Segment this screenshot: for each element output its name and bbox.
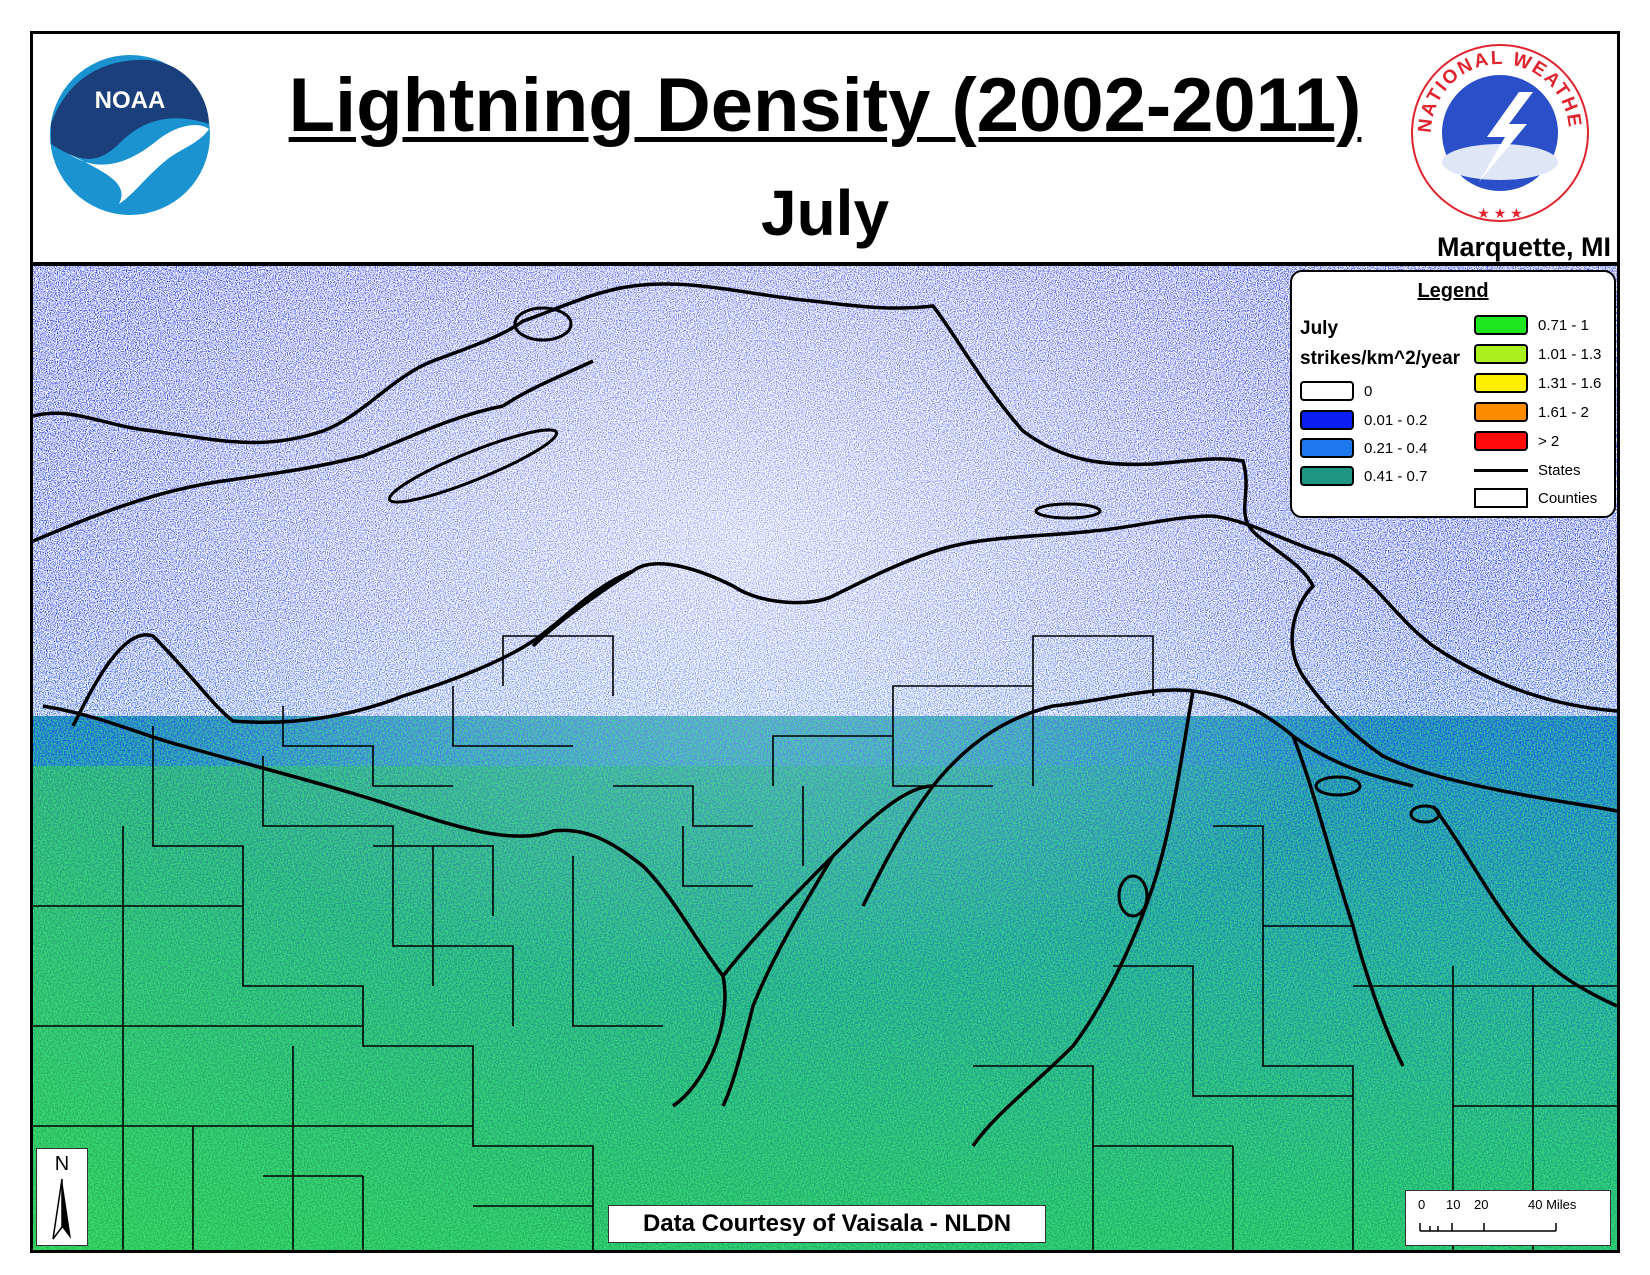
legend-class-5: 1.01 - 1.3 (1474, 343, 1601, 365)
legend-counties: Counties (1474, 487, 1597, 509)
scale-tick-10: 10 (1446, 1197, 1461, 1212)
legend-swatch (1300, 466, 1354, 486)
legend-swatch (1300, 381, 1354, 401)
legend-swatch (1300, 438, 1354, 458)
legend-label: 0.21 - 0.4 (1364, 439, 1428, 457)
scale-bar: 0 10 20 40 Miles (1405, 1190, 1611, 1246)
north-arrow-icon (52, 1178, 71, 1240)
legend-label: > 2 (1538, 432, 1560, 450)
header: NOAA Lightning Density (2002-2011) July … (33, 34, 1617, 266)
scale-tick-0: 0 (1418, 1197, 1426, 1212)
legend-line-swatch (1474, 468, 1528, 472)
legend-class-6: 1.31 - 1.6 (1474, 372, 1601, 394)
legend-swatch (1474, 431, 1528, 451)
state-boundaries (33, 282, 1617, 1147)
legend-class-7: 1.61 - 2 (1474, 401, 1589, 423)
scale-tick-40: 40 Miles (1528, 1197, 1577, 1212)
legend-period: July (1300, 318, 1339, 339)
legend-title: Legend (1417, 280, 1489, 302)
legend-label: 1.61 - 2 (1538, 403, 1589, 421)
legend-states: States (1474, 459, 1581, 481)
map-frame: NOAA Lightning Density (2002-2011) July … (30, 31, 1620, 1253)
county-boundaries (33, 635, 1617, 1250)
legend-label: 0.71 - 1 (1538, 316, 1589, 334)
legend-label: 0.01 - 0.2 (1364, 411, 1428, 429)
nws-logo: NATIONAL WEATHER SERVICE ★ ★ ★ (1409, 42, 1589, 222)
legend-class-4: 0.71 - 1 (1474, 314, 1589, 336)
data-credit: Data Courtesy of Vaisala - NLDN (608, 1205, 1046, 1243)
svg-text:★ ★ ★: ★ ★ ★ (1477, 205, 1522, 221)
noaa-logo: NOAA (50, 55, 210, 215)
islands (387, 306, 1441, 918)
scale-tick-20: 20 (1474, 1197, 1489, 1212)
legend-box-swatch (1474, 488, 1528, 508)
legend-label: 1.31 - 1.6 (1538, 374, 1602, 392)
legend-class-3: 0.41 - 0.7 (1300, 465, 1427, 487)
page-title: Lightning Density (2002-2011) (288, 63, 1362, 148)
legend-swatch (1474, 315, 1528, 335)
page-subtitle: July (760, 177, 890, 249)
legend-unit: strikes/km^2/year (1300, 348, 1461, 369)
map-legend: Legend July strikes/km^2/year 0 0.01 - 0… (1290, 270, 1616, 518)
legend-label: Counties (1538, 489, 1598, 507)
legend-class-2: 0.21 - 0.4 (1300, 437, 1427, 459)
legend-class-1: 0.01 - 0.2 (1300, 409, 1427, 431)
legend-class-0: 0 (1300, 380, 1372, 402)
noaa-logo-text: NOAA (95, 87, 166, 114)
legend-label: 0.41 - 0.7 (1364, 467, 1428, 485)
legend-swatch (1474, 373, 1528, 393)
legend-label: 1.01 - 1.3 (1538, 345, 1602, 363)
north-label: N (54, 1153, 70, 1175)
legend-label: 0 (1364, 382, 1373, 400)
north-arrow: N (36, 1148, 88, 1246)
legend-label: States (1538, 461, 1581, 479)
legend-class-8: > 2 (1474, 430, 1559, 452)
office-label: Marquette, MI (1436, 232, 1611, 262)
scale-bar-graphic (1419, 1223, 1557, 1232)
legend-swatch (1300, 410, 1354, 430)
legend-swatch (1474, 344, 1528, 364)
legend-swatch (1474, 402, 1528, 422)
